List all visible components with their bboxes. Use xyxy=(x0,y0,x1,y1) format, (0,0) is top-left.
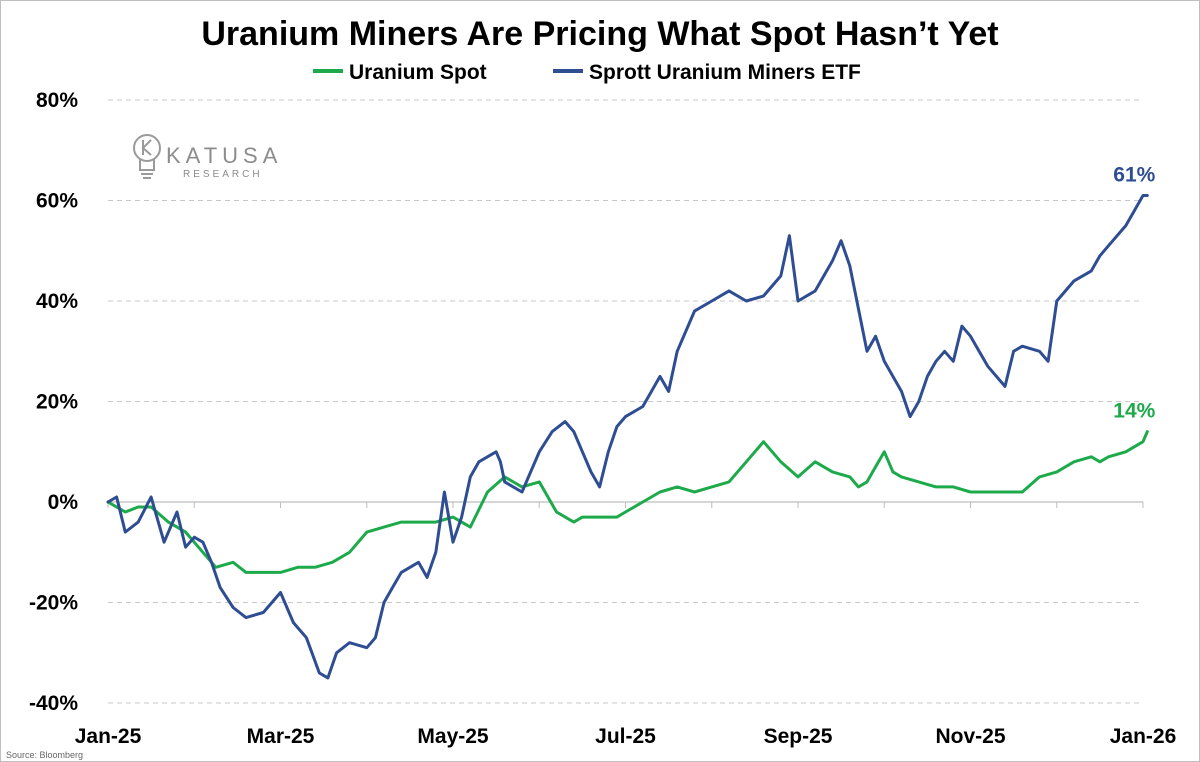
legend-label-uranium-spot: Uranium Spot xyxy=(349,61,487,84)
end-label-sprott-etf: 61% xyxy=(1113,163,1155,186)
x-tick-label: Jan-26 xyxy=(1110,725,1177,748)
katusa-logo: KATUSA RESEARCH xyxy=(133,134,282,180)
chart-title: Uranium Miners Are Pricing What Spot Has… xyxy=(201,15,998,53)
x-tick-label: Mar-25 xyxy=(247,725,315,748)
x-axis: Jan-25 Mar-25 May-25 Jul-25 Sep-25 Nov-25 Jan-… xyxy=(75,725,1177,748)
source-note: Source: Bloomberg xyxy=(6,750,83,760)
series-line-uranium-spot xyxy=(106,430,1149,574)
x-tick-label: Sep-25 xyxy=(764,725,833,748)
y-tick-label: -40% xyxy=(29,692,78,715)
y-tick-label: 60% xyxy=(36,190,78,213)
y-tick-label: 0% xyxy=(48,491,79,514)
legend-label-sprott-etf: Sprott Uranium Miners ETF xyxy=(589,61,861,84)
end-labels: 14% 61% xyxy=(1113,163,1155,422)
y-tick-label: -20% xyxy=(29,592,78,615)
end-label-uranium-spot: 14% xyxy=(1113,400,1155,423)
y-tick-label: 20% xyxy=(36,391,78,414)
lightbulb-icon xyxy=(133,134,161,179)
x-tick-label: Nov-25 xyxy=(935,725,1005,748)
y-axis: -40% -20% 0% 20% 40% 60% 80% xyxy=(29,89,78,715)
legend: Uranium Spot Sprott Uranium Miners ETF xyxy=(313,61,861,84)
x-tick-label: May-25 xyxy=(417,725,489,748)
logo-sub-text: RESEARCH xyxy=(183,169,263,180)
y-tick-label: 80% xyxy=(36,89,78,112)
x-tick-label: Jul-25 xyxy=(595,725,656,748)
y-tick-label: 40% xyxy=(36,290,78,313)
series-lines xyxy=(106,194,1149,680)
logo-brand-text: KATUSA xyxy=(166,143,282,168)
x-tick-label: Jan-25 xyxy=(75,725,142,748)
gridlines xyxy=(107,99,1144,704)
series-line-sprott-etf xyxy=(106,194,1149,680)
